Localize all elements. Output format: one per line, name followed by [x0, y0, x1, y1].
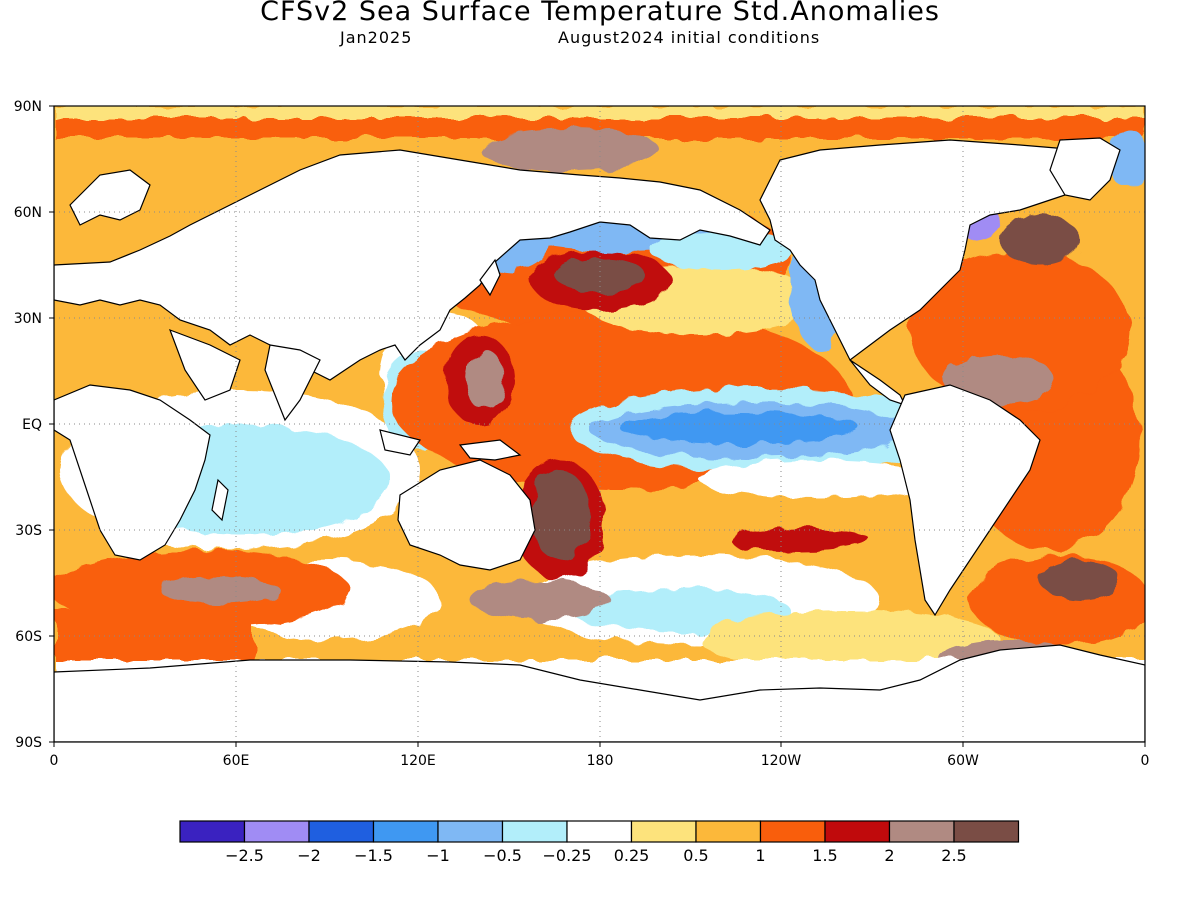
colorbar-label: 1.5 [812, 846, 837, 865]
colorbar [179, 820, 1020, 843]
colorbar-swatch [566, 820, 633, 843]
colorbar-label: −2 [297, 846, 321, 865]
colorbar-swatch [437, 820, 504, 843]
colorbar-label: 2.5 [941, 846, 966, 865]
lon-label: 0 [50, 753, 59, 769]
colorbar-swatch [630, 820, 697, 843]
lon-label: 180 [587, 753, 614, 769]
lat-label: 30N [14, 311, 42, 327]
lon-label: 60E [223, 753, 250, 769]
lat-label: 60S [15, 629, 42, 645]
colorbar-swatch [372, 820, 439, 843]
colorbar-swatch [888, 820, 955, 843]
lat-label: 90S [15, 735, 42, 751]
colorbar-label: −2.5 [225, 846, 264, 865]
colorbar-label: 0.5 [683, 846, 708, 865]
colorbar-label: 0.25 [614, 846, 650, 865]
lat-label: EQ [22, 417, 42, 433]
lat-label: 30S [15, 523, 42, 539]
colorbar-swatch [824, 820, 891, 843]
colorbar-label: −0.5 [483, 846, 522, 865]
colorbar-swatch [179, 820, 246, 843]
valid-month-label: Jan2025 [340, 28, 413, 47]
lon-label: 0 [1141, 753, 1150, 769]
init-conditions-label: August2024 initial conditions [558, 28, 821, 47]
colorbar-swatch [759, 820, 826, 843]
sst-field [54, 106, 1145, 742]
colorbar-swatch [953, 820, 1020, 843]
colorbar-swatch [501, 820, 568, 843]
axis-ticks [49, 105, 1146, 747]
lon-label: 60W [947, 753, 979, 769]
colorbar-label: −1.5 [354, 846, 393, 865]
colorbar-swatch [243, 820, 310, 843]
map-title: CFSv2 Sea Surface Temperature Std.Anomal… [260, 0, 940, 27]
colorbar-label: 2 [884, 846, 894, 865]
colorbar-swatch [695, 820, 762, 843]
colorbar-label: 1 [755, 846, 765, 865]
graticule [54, 106, 1145, 742]
lon-label: 120E [400, 753, 436, 769]
colorbar-label: −1 [426, 846, 450, 865]
lat-label: 60N [14, 205, 42, 221]
colorbar-swatch [308, 820, 375, 843]
lat-label: 90N [14, 99, 42, 115]
continents [54, 137, 1145, 742]
colorbar-label: −0.25 [542, 846, 591, 865]
lon-label: 120W [761, 753, 802, 769]
